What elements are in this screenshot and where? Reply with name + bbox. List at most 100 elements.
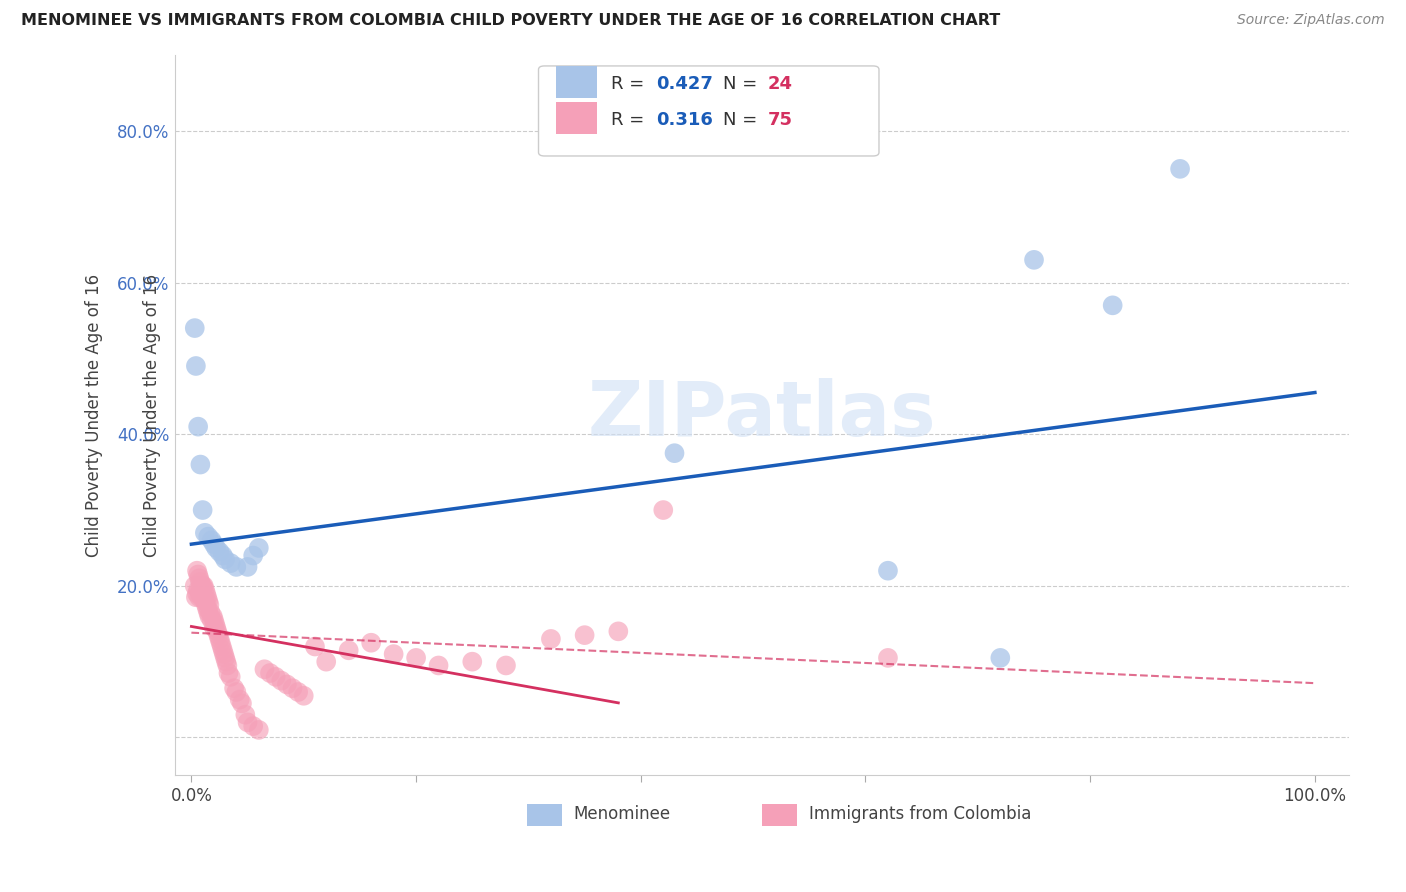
Point bbox=[214, 651, 236, 665]
Point bbox=[200, 606, 222, 620]
Point bbox=[264, 670, 287, 684]
Point bbox=[201, 613, 224, 627]
Point bbox=[202, 537, 225, 551]
Point bbox=[253, 662, 276, 676]
Point bbox=[877, 564, 900, 578]
Point bbox=[988, 651, 1011, 665]
Point bbox=[247, 723, 270, 737]
Point bbox=[236, 715, 259, 730]
Point bbox=[202, 613, 225, 627]
Point bbox=[188, 571, 211, 585]
Point bbox=[259, 666, 281, 681]
Bar bbox=[527, 805, 562, 826]
Point bbox=[190, 458, 212, 472]
Text: 24: 24 bbox=[768, 75, 793, 93]
Point bbox=[214, 552, 236, 566]
Point bbox=[208, 545, 231, 559]
Text: Menominee: Menominee bbox=[574, 805, 671, 823]
Text: 0.316: 0.316 bbox=[657, 111, 713, 129]
Point bbox=[495, 658, 517, 673]
Point bbox=[211, 640, 233, 654]
Point bbox=[186, 586, 208, 600]
Point bbox=[217, 658, 239, 673]
Point bbox=[184, 359, 207, 373]
Point bbox=[202, 621, 225, 635]
Point bbox=[205, 541, 228, 555]
Point bbox=[197, 606, 219, 620]
Point bbox=[204, 616, 226, 631]
Point bbox=[1168, 161, 1191, 176]
Point bbox=[242, 719, 264, 733]
Point bbox=[194, 594, 217, 608]
Point bbox=[574, 628, 596, 642]
Point bbox=[187, 582, 209, 597]
Point bbox=[382, 647, 405, 661]
Point bbox=[190, 579, 212, 593]
Text: R =: R = bbox=[612, 111, 651, 129]
Point bbox=[219, 670, 242, 684]
Point bbox=[231, 697, 253, 711]
Point bbox=[207, 628, 229, 642]
Y-axis label: Child Poverty Under the Age of 16: Child Poverty Under the Age of 16 bbox=[86, 274, 103, 557]
Point bbox=[184, 591, 207, 605]
Point bbox=[195, 591, 218, 605]
Point bbox=[607, 624, 630, 639]
Point bbox=[664, 446, 686, 460]
Point bbox=[212, 647, 235, 661]
Point bbox=[247, 541, 270, 555]
Text: Immigrants from Colombia: Immigrants from Colombia bbox=[808, 805, 1031, 823]
Point bbox=[187, 567, 209, 582]
Text: N =: N = bbox=[723, 111, 763, 129]
Bar bbox=[762, 805, 797, 826]
Point bbox=[193, 579, 215, 593]
Point bbox=[219, 556, 242, 570]
Point bbox=[461, 655, 484, 669]
Point bbox=[427, 658, 450, 673]
Text: ZIPatlas: ZIPatlas bbox=[588, 378, 936, 452]
Point bbox=[187, 419, 209, 434]
Point bbox=[228, 692, 250, 706]
Point bbox=[193, 591, 215, 605]
Point bbox=[270, 673, 292, 688]
FancyBboxPatch shape bbox=[538, 66, 879, 156]
Point bbox=[315, 655, 337, 669]
Point bbox=[194, 525, 217, 540]
Point bbox=[276, 677, 298, 691]
Point bbox=[197, 594, 219, 608]
Point bbox=[225, 560, 247, 574]
Point bbox=[225, 685, 247, 699]
Point bbox=[304, 640, 326, 654]
Point bbox=[212, 549, 235, 563]
Text: 75: 75 bbox=[768, 111, 793, 129]
Text: R =: R = bbox=[612, 75, 651, 93]
Point bbox=[236, 560, 259, 574]
Text: 0.427: 0.427 bbox=[657, 75, 713, 93]
Y-axis label: Child Poverty Under the Age of 16: Child Poverty Under the Age of 16 bbox=[142, 274, 160, 557]
Point bbox=[194, 582, 217, 597]
Point bbox=[222, 681, 245, 696]
Text: Source: ZipAtlas.com: Source: ZipAtlas.com bbox=[1237, 13, 1385, 28]
Point bbox=[186, 564, 208, 578]
Point bbox=[212, 643, 235, 657]
Point bbox=[198, 598, 221, 612]
Point bbox=[191, 582, 214, 597]
Point bbox=[198, 609, 221, 624]
Point bbox=[405, 651, 427, 665]
Point bbox=[292, 689, 315, 703]
Point bbox=[287, 685, 309, 699]
Point bbox=[195, 586, 218, 600]
Point bbox=[1022, 252, 1045, 267]
Point bbox=[190, 575, 212, 590]
Point bbox=[195, 598, 218, 612]
Point bbox=[188, 591, 211, 605]
Point bbox=[184, 321, 207, 335]
Point bbox=[190, 591, 212, 605]
Point bbox=[195, 601, 218, 615]
Point bbox=[360, 636, 382, 650]
Point bbox=[337, 643, 360, 657]
Point bbox=[218, 666, 240, 681]
Point bbox=[184, 579, 207, 593]
Point bbox=[215, 655, 238, 669]
Point bbox=[233, 707, 256, 722]
Point bbox=[209, 636, 232, 650]
